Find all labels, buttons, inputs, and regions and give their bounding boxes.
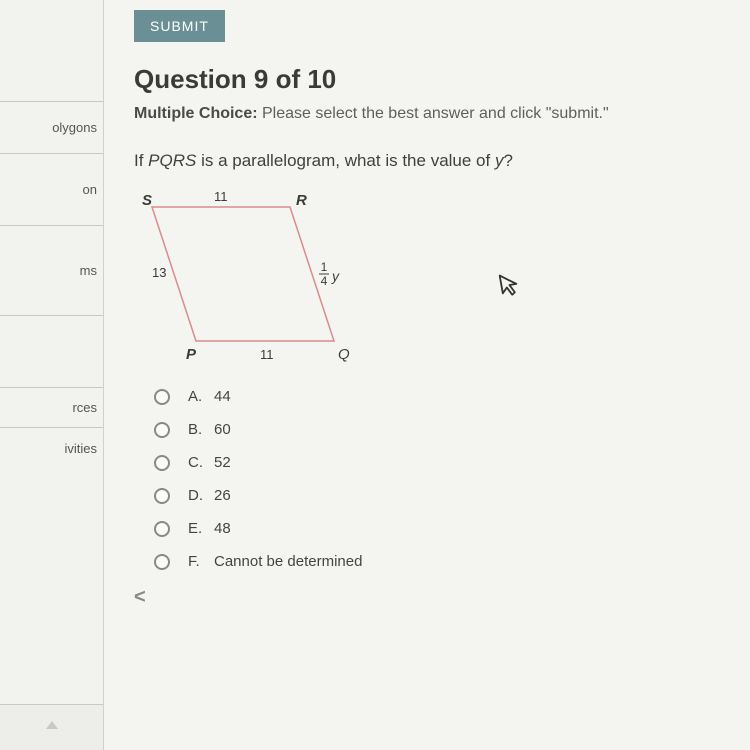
sidebar-item[interactable]: olygons [0,102,103,154]
question-title: Question 9 of 10 [134,64,720,95]
svg-text:4: 4 [321,274,328,288]
answer-choices: A. 44 B. 60 C. 52 D. 26 E. 48 F. Cannot … [154,388,720,570]
choice-option[interactable]: D. 26 [154,487,720,504]
radio-icon[interactable] [154,554,170,570]
sidebar-item[interactable] [0,316,103,388]
question-prompt: If PQRS is a parallelogram, what is the … [134,151,720,171]
radio-icon[interactable] [154,389,170,405]
choice-option[interactable]: E. 48 [154,520,720,537]
prev-button[interactable]: < [134,586,720,609]
parallelogram-diagram: S R P Q 11 13 11 1 4 y [138,185,720,370]
sidebar-item[interactable]: on [0,154,103,226]
svg-text:P: P [186,346,197,363]
svg-text:13: 13 [152,265,166,280]
sidebar-up-arrow-icon[interactable] [0,704,103,750]
choice-option[interactable]: B. 60 [154,421,720,438]
svg-text:11: 11 [260,347,274,362]
radio-icon[interactable] [154,455,170,471]
radio-icon[interactable] [154,422,170,438]
choice-option[interactable]: A. 44 [154,388,720,405]
sidebar-item[interactable]: ms [0,226,103,316]
svg-text:R: R [296,192,307,209]
sidebar-item[interactable]: ivities [0,428,103,468]
svg-text:11: 11 [214,189,228,204]
svg-text:y: y [331,268,340,284]
svg-text:S: S [142,192,152,209]
sidebar: olygons on ms rces ivities [0,0,104,750]
choice-option[interactable]: F. Cannot be determined [154,553,720,570]
radio-icon[interactable] [154,521,170,537]
sidebar-item[interactable] [0,70,103,102]
radio-icon[interactable] [154,488,170,504]
svg-text:1: 1 [321,260,328,274]
choice-option[interactable]: C. 52 [154,454,720,471]
main-content: SUBMIT Question 9 of 10 Multiple Choice:… [104,0,750,750]
svg-text:Q: Q [338,346,350,363]
sidebar-item[interactable]: rces [0,388,103,428]
submit-button[interactable]: SUBMIT [134,10,225,42]
question-instruction: Multiple Choice: Please select the best … [134,105,720,123]
